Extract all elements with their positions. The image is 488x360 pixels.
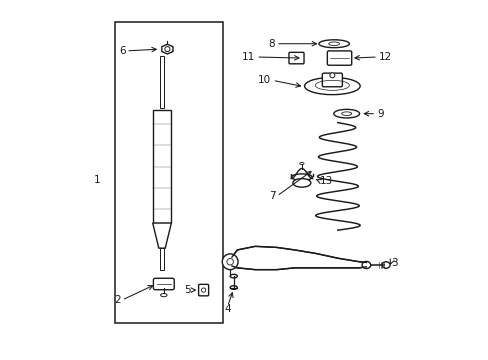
Ellipse shape bbox=[362, 261, 370, 269]
Circle shape bbox=[226, 258, 233, 265]
Circle shape bbox=[164, 46, 169, 51]
Ellipse shape bbox=[230, 286, 237, 289]
Polygon shape bbox=[231, 246, 366, 270]
FancyBboxPatch shape bbox=[153, 278, 174, 290]
Text: 3: 3 bbox=[391, 258, 397, 268]
FancyBboxPatch shape bbox=[198, 284, 208, 296]
Text: 7: 7 bbox=[268, 191, 275, 201]
Text: 6: 6 bbox=[119, 46, 125, 56]
Bar bbox=[115, 22, 223, 323]
Ellipse shape bbox=[318, 40, 349, 48]
Text: 4: 4 bbox=[224, 304, 230, 314]
Circle shape bbox=[201, 288, 205, 292]
Ellipse shape bbox=[382, 262, 389, 268]
Text: 12: 12 bbox=[378, 52, 391, 62]
Ellipse shape bbox=[299, 162, 304, 165]
Circle shape bbox=[222, 254, 238, 270]
Bar bbox=[152, 110, 171, 223]
Ellipse shape bbox=[333, 109, 359, 118]
Polygon shape bbox=[162, 44, 173, 54]
Text: 1: 1 bbox=[94, 175, 101, 185]
Text: 8: 8 bbox=[268, 39, 274, 49]
FancyBboxPatch shape bbox=[322, 73, 342, 87]
Polygon shape bbox=[152, 223, 171, 248]
Ellipse shape bbox=[160, 293, 167, 297]
Ellipse shape bbox=[304, 77, 360, 95]
Text: 11: 11 bbox=[242, 52, 255, 62]
Ellipse shape bbox=[292, 179, 310, 187]
Text: 2: 2 bbox=[114, 295, 121, 305]
Text: 13: 13 bbox=[319, 176, 332, 186]
Ellipse shape bbox=[230, 274, 237, 278]
Ellipse shape bbox=[291, 174, 312, 180]
Bar bbox=[160, 248, 163, 270]
Ellipse shape bbox=[341, 112, 351, 116]
FancyBboxPatch shape bbox=[288, 52, 304, 64]
Text: 10: 10 bbox=[258, 75, 271, 85]
FancyBboxPatch shape bbox=[326, 51, 351, 65]
Circle shape bbox=[329, 73, 334, 78]
Ellipse shape bbox=[328, 42, 339, 45]
Text: 9: 9 bbox=[376, 109, 383, 119]
Bar bbox=[160, 56, 164, 108]
Text: 5: 5 bbox=[183, 285, 190, 295]
